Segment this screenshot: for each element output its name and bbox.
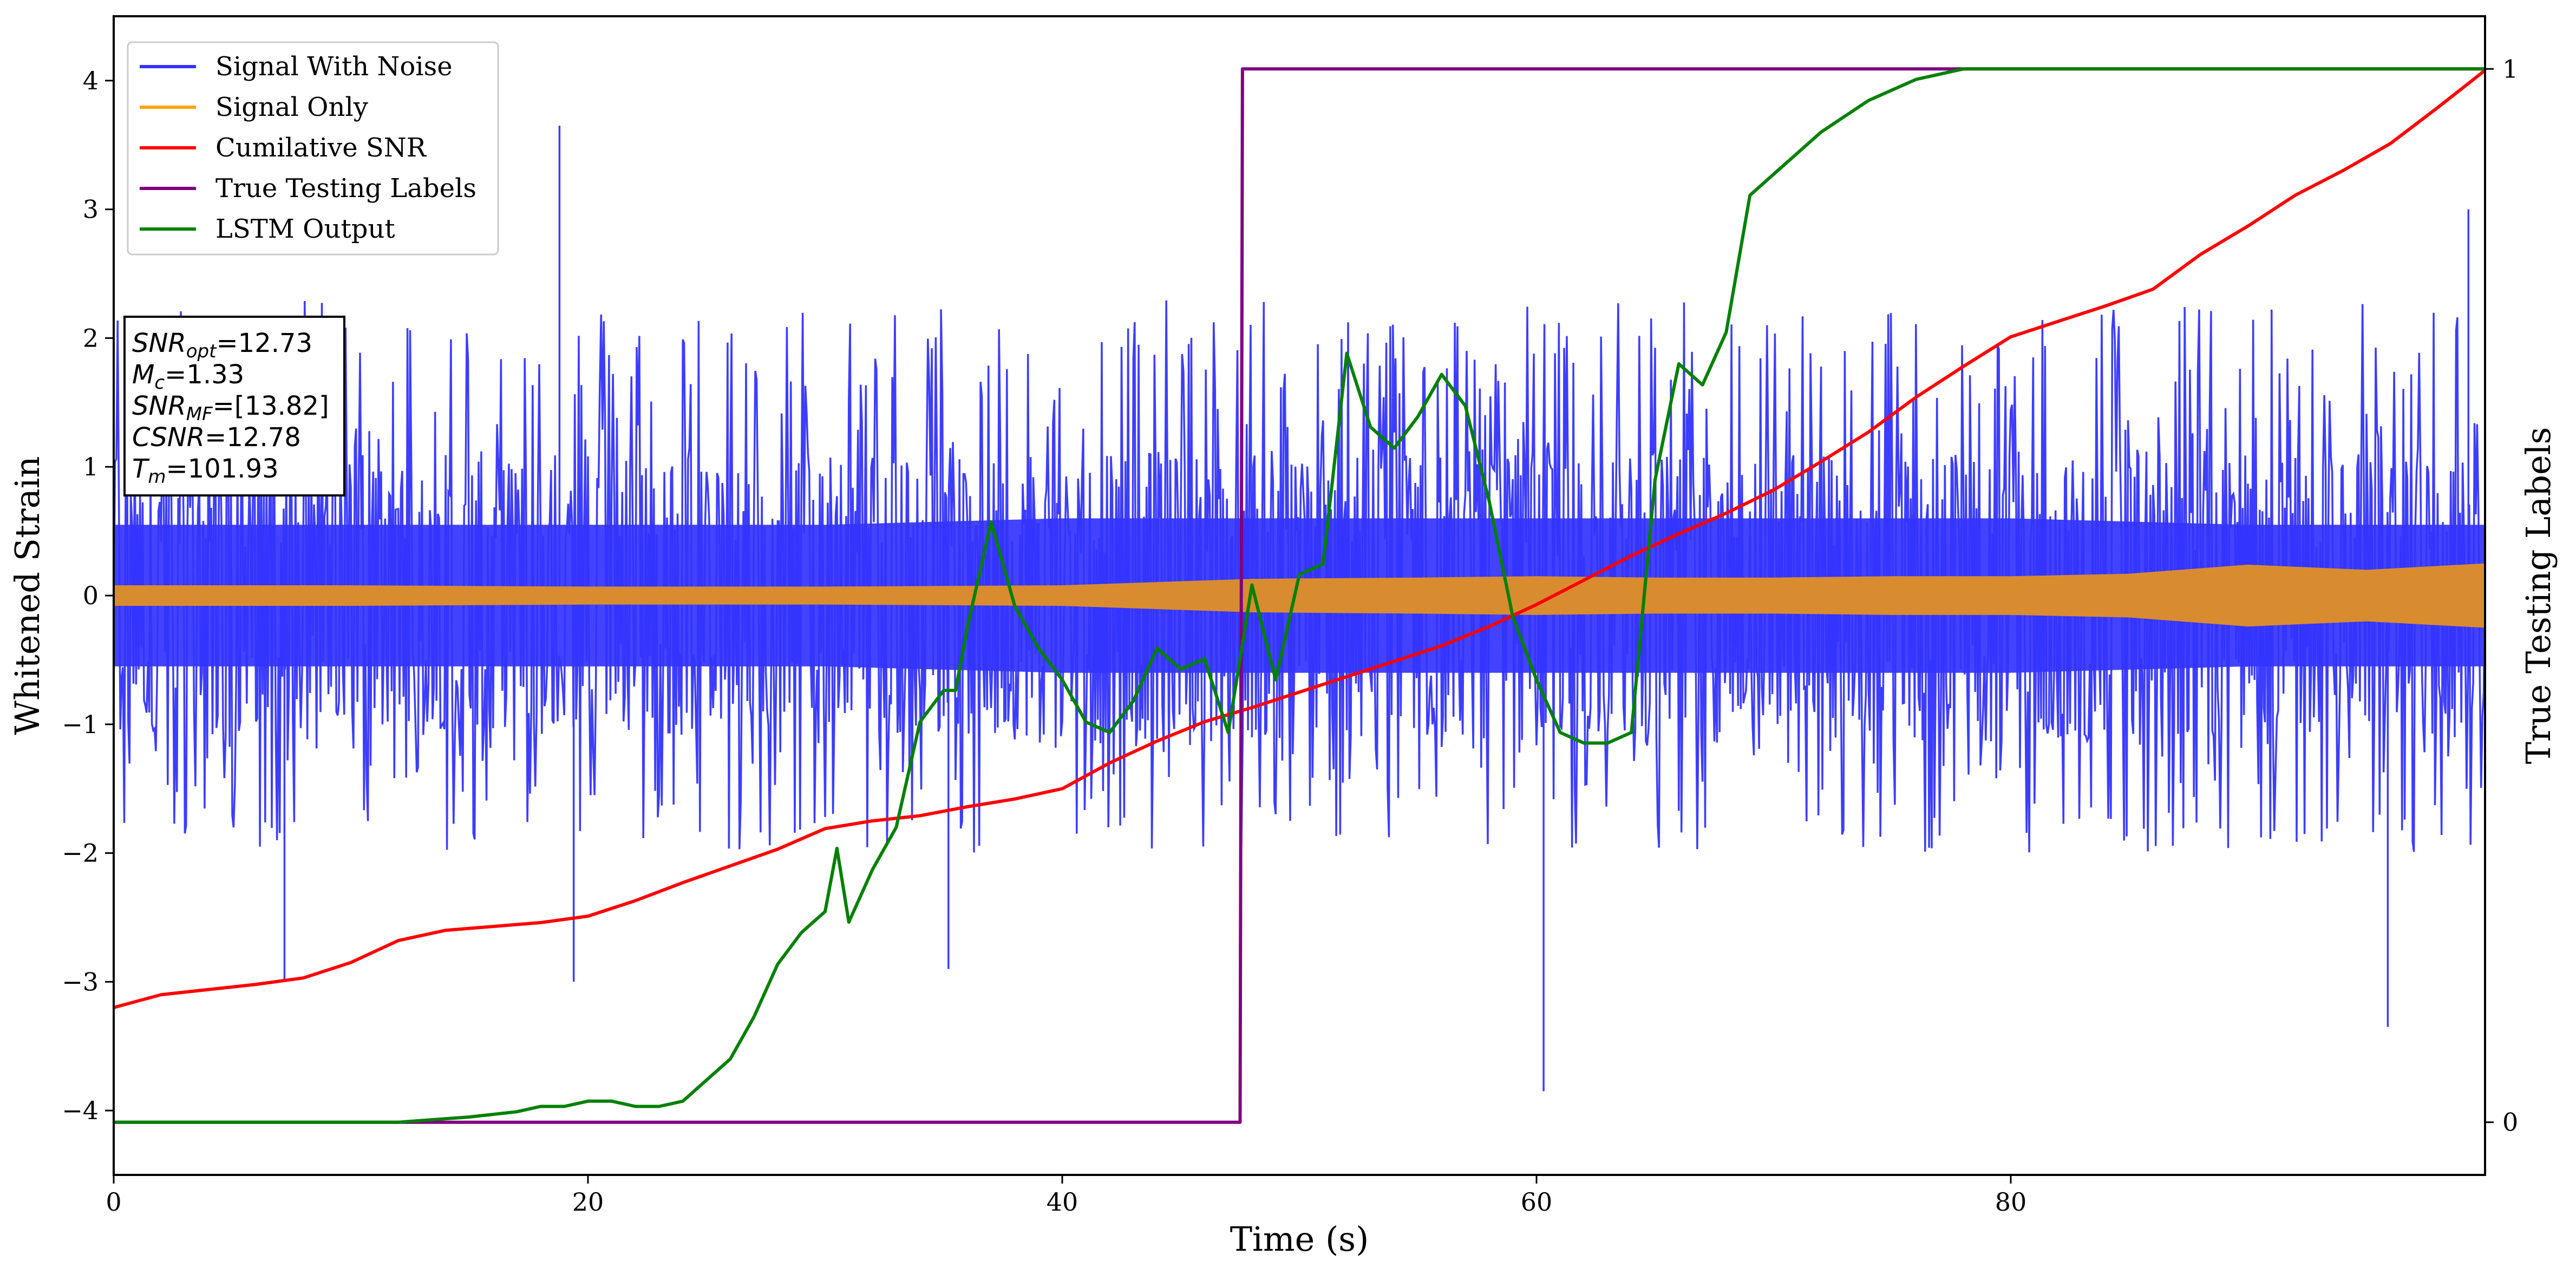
y-tick-label: 3: [83, 195, 99, 224]
annotation-line: Tm=101.93: [132, 454, 279, 488]
series-true-testing-labels: [114, 67, 2485, 1124]
x-tick-label: 20: [572, 1187, 604, 1217]
series-signal-only: [114, 563, 2485, 628]
series-lstm-output: [114, 67, 2485, 1124]
x-axis-title: Time (s): [1230, 1219, 1369, 1259]
legend-box: [127, 41, 499, 256]
x-tick-label: 60: [1521, 1187, 1553, 1217]
series-cumilative-snr: [114, 69, 2485, 1009]
x-tick-label: 40: [1047, 1187, 1078, 1217]
y-tick-label: 1: [83, 452, 99, 481]
y-tick-label: 2: [83, 323, 99, 352]
annotation-box: [123, 316, 345, 496]
y-tick-label: −4: [62, 1096, 99, 1125]
y-tick-label: 0: [83, 581, 99, 610]
legend-label: Cumilative SNR: [215, 133, 427, 163]
legend-label: LSTM Output: [215, 214, 395, 244]
x-tick-label: 80: [1995, 1187, 2027, 1217]
annotation-line: Mc=1.33: [132, 360, 244, 394]
y-axis-title: Whitened Strain: [8, 456, 47, 735]
y2-tick-label: 1: [2502, 54, 2518, 83]
annotation-line: SNRMF=[13.82]: [132, 391, 329, 425]
y-tick-label: −1: [62, 710, 99, 739]
y2-tick-label: 0: [2502, 1108, 2518, 1137]
legend: Signal With Noise Signal Only Cumilative S…: [127, 41, 499, 256]
y-tick-label: −2: [62, 839, 99, 868]
signal-only-band: [114, 563, 2485, 628]
parameter-annotation-box: SNRopt=12.73Mc=1.33SNRMF=[13.82]CSNR=12.…: [123, 316, 345, 496]
legend-label: Signal With Noise: [215, 51, 453, 82]
y-tick-label: −3: [62, 967, 99, 996]
legend-label: True Testing Labels: [215, 173, 476, 204]
legend-label: Signal Only: [215, 92, 368, 122]
annotation-line: CSNR=12.78: [132, 422, 301, 453]
y2-axis-title: True Testing Labels: [2519, 427, 2558, 765]
x-tick-label: 0: [106, 1187, 121, 1217]
annotation-line: SNRopt=12.73: [132, 328, 312, 362]
y-tick-label: 4: [83, 66, 99, 95]
